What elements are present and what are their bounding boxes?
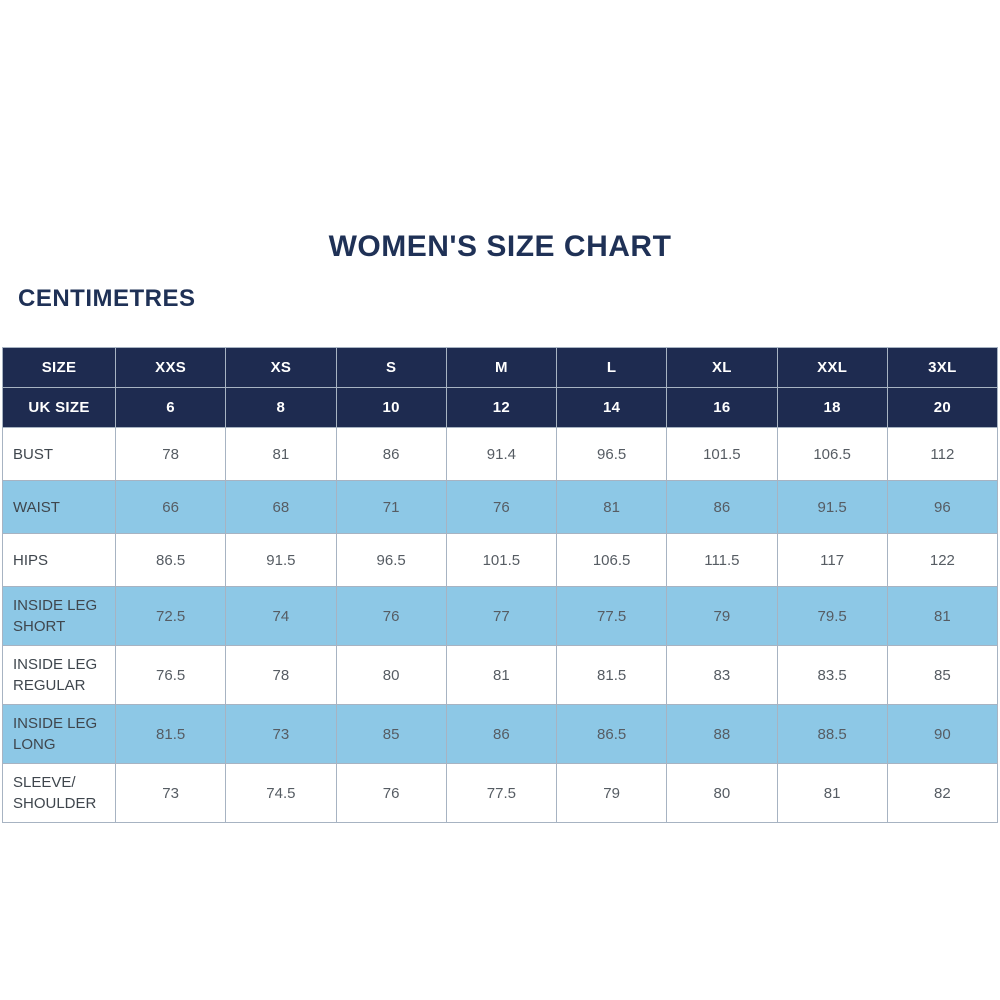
header-cell: 10: [335, 387, 447, 428]
table-row: WAIST 66 68 71 76 81 86 91.5 96: [2, 480, 999, 534]
data-cell: 68: [225, 480, 337, 534]
data-cell: 74: [225, 586, 337, 646]
header-row-uk-size: UK SIZE 6 8 10 12 14 16 18 20: [2, 387, 999, 428]
data-cell: 81: [555, 480, 668, 534]
row-label: SLEEVE/ SHOULDER: [2, 763, 116, 823]
data-cell: 91.5: [776, 480, 888, 534]
data-cell: 76: [445, 480, 558, 534]
data-cell: 77: [445, 586, 558, 646]
data-cell: 86: [445, 704, 558, 764]
data-cell: 96.5: [335, 533, 447, 587]
data-cell: 80: [335, 645, 447, 705]
data-cell: 88.5: [776, 704, 888, 764]
data-cell: 117: [776, 533, 888, 587]
data-cell: 96: [886, 480, 999, 534]
row-label: INSIDE LEG REGULAR: [2, 645, 116, 705]
size-chart-table: SIZE XXS XS S M L XL XXL 3XL UK SIZE 6 8 10 12 14 16 18 2…: [2, 347, 999, 823]
data-cell: 80: [666, 763, 778, 823]
data-cell: 86.5: [555, 704, 668, 764]
data-cell: 81: [776, 763, 888, 823]
row-label: WAIST: [2, 480, 116, 534]
data-cell: 79: [555, 763, 668, 823]
header-row-label: SIZE: [2, 347, 116, 388]
data-cell: 81: [225, 427, 337, 481]
header-cell: 18: [776, 387, 888, 428]
data-cell: 73: [114, 763, 227, 823]
data-cell: 101.5: [666, 427, 778, 481]
page-title: WOMEN'S SIZE CHART: [328, 230, 672, 263]
row-label: INSIDE LEG LONG: [2, 704, 116, 764]
table-row: INSIDE LEG LONG 81.5 73 85 86 86.5 88 88.5 90: [2, 704, 999, 764]
data-cell: 79: [666, 586, 778, 646]
data-cell: 96.5: [555, 427, 668, 481]
data-cell: 83.5: [776, 645, 888, 705]
data-cell: 78: [225, 645, 337, 705]
table-row: INSIDE LEG SHORT 72.5 74 76 77 77.5 79 79.5 81: [2, 586, 999, 646]
row-label: BUST: [2, 427, 116, 481]
header-cell: 14: [555, 387, 668, 428]
data-cell: 77.5: [445, 763, 558, 823]
table-row: BUST 78 81 86 91.4 96.5 101.5 106.5 112: [2, 427, 999, 481]
header-cell: 3XL: [886, 347, 999, 388]
data-cell: 74.5: [225, 763, 337, 823]
header-cell: XS: [225, 347, 337, 388]
row-label: HIPS: [2, 533, 116, 587]
header-cell: 6: [114, 387, 227, 428]
data-cell: 76.5: [114, 645, 227, 705]
data-cell: 90: [886, 704, 999, 764]
header-cell: XL: [666, 347, 778, 388]
header-cell: XXS: [114, 347, 227, 388]
data-cell: 83: [666, 645, 778, 705]
table-row: SLEEVE/ SHOULDER 73 74.5 76 77.5 79 80 81 82: [2, 763, 999, 823]
data-cell: 81.5: [114, 704, 227, 764]
units-label: CENTIMETRES: [18, 285, 196, 312]
data-cell: 106.5: [776, 427, 888, 481]
data-cell: 82: [886, 763, 999, 823]
row-label: INSIDE LEG SHORT: [2, 586, 116, 646]
data-cell: 77.5: [555, 586, 668, 646]
header-cell: 8: [225, 387, 337, 428]
data-cell: 112: [886, 427, 999, 481]
data-cell: 122: [886, 533, 999, 587]
data-cell: 78: [114, 427, 227, 481]
data-cell: 81: [886, 586, 999, 646]
size-table-head: SIZE XXS XS S M L XL XXL 3XL UK SIZE 6 8 10 12 14 16 18 2…: [2, 347, 999, 428]
data-cell: 111.5: [666, 533, 778, 587]
header-cell: 20: [886, 387, 999, 428]
header-cell: M: [445, 347, 558, 388]
header-cell: L: [555, 347, 668, 388]
data-cell: 85: [335, 704, 447, 764]
data-cell: 79.5: [776, 586, 888, 646]
header-cell: 16: [666, 387, 778, 428]
data-cell: 66: [114, 480, 227, 534]
header-row-size: SIZE XXS XS S M L XL XXL 3XL: [2, 347, 999, 388]
data-cell: 101.5: [445, 533, 558, 587]
data-cell: 86: [335, 427, 447, 481]
data-cell: 76: [335, 586, 447, 646]
data-cell: 72.5: [114, 586, 227, 646]
data-cell: 91.5: [225, 533, 337, 587]
data-cell: 73: [225, 704, 337, 764]
header-cell: 12: [445, 387, 558, 428]
data-cell: 86.5: [114, 533, 227, 587]
data-cell: 76: [335, 763, 447, 823]
data-cell: 106.5: [555, 533, 668, 587]
data-cell: 88: [666, 704, 778, 764]
data-cell: 85: [886, 645, 999, 705]
data-cell: 81.5: [555, 645, 668, 705]
data-cell: 86: [666, 480, 778, 534]
size-table-body: BUST 78 81 86 91.4 96.5 101.5 106.5 112 WAIST 66 68…: [2, 427, 999, 823]
data-cell: 91.4: [445, 427, 558, 481]
table-row: HIPS 86.5 91.5 96.5 101.5 106.5 111.5 117 122: [2, 533, 999, 587]
data-cell: 81: [445, 645, 558, 705]
header-cell: XXL: [776, 347, 888, 388]
header-cell: S: [335, 347, 447, 388]
table-row: INSIDE LEG REGULAR 76.5 78 80 81 81.5 83 83.5 85: [2, 645, 999, 705]
data-cell: 71: [335, 480, 447, 534]
header-row-label: UK SIZE: [2, 387, 116, 428]
